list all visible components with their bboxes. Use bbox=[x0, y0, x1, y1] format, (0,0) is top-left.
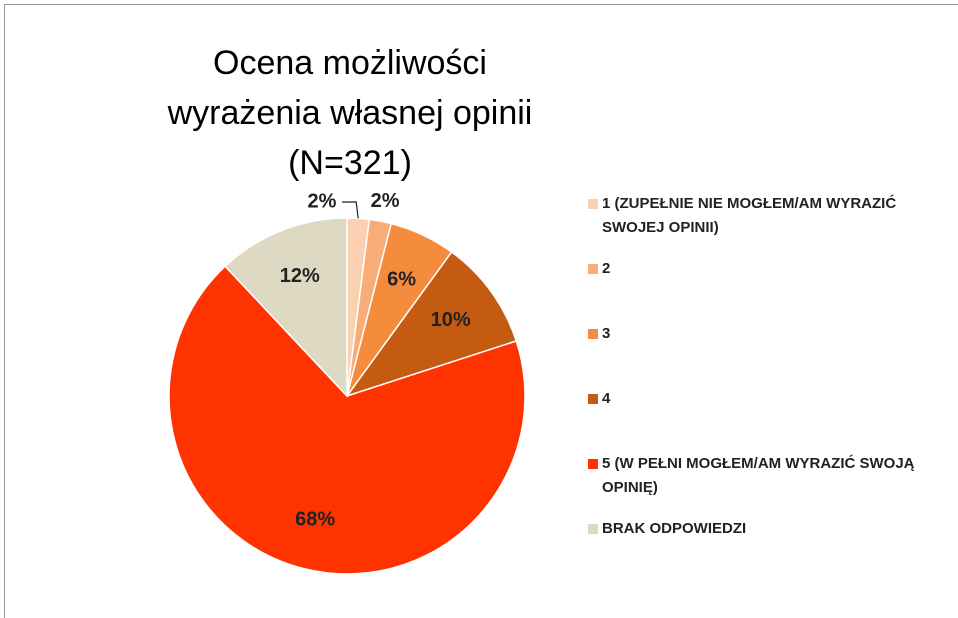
legend-item: 4 bbox=[588, 387, 942, 411]
legend-label: 2 bbox=[602, 260, 611, 277]
legend-swatch bbox=[588, 524, 598, 534]
pie-slice bbox=[168, 265, 526, 575]
data-label: 2% bbox=[371, 190, 400, 212]
data-label: 6% bbox=[387, 268, 416, 290]
data-label: 10% bbox=[431, 309, 471, 331]
legend-item: 5 (W PEŁNI MOGŁEM/AM WYRAZIĆ SWOJĄ OPINI… bbox=[588, 452, 942, 500]
legend-swatch bbox=[588, 329, 598, 339]
legend-label: 3 bbox=[602, 325, 611, 342]
chart-title: Ocena możliwości wyrażenia własnej opini… bbox=[167, 44, 533, 182]
legend-label: BRAK ODPOWIEDZI bbox=[602, 520, 747, 537]
legend-label: 5 (W PEŁNI MOGŁEM/AM WYRAZIĆ SWOJĄ OPINI… bbox=[602, 455, 915, 496]
legend-item: BRAK ODPOWIEDZI bbox=[588, 517, 942, 541]
data-label: 12% bbox=[280, 265, 320, 287]
legend-item: 2 bbox=[588, 257, 942, 281]
legend-item: 3 bbox=[588, 322, 942, 346]
legend-label: 4 bbox=[602, 390, 611, 407]
legend-label: 1 (ZUPEŁNIE NIE MOGŁEM/AM WYRAZIĆ SWOJEJ… bbox=[602, 195, 897, 236]
legend-item: 1 (ZUPEŁNIE NIE MOGŁEM/AM WYRAZIĆ SWOJEJ… bbox=[588, 192, 942, 240]
leader-line bbox=[342, 201, 359, 219]
pie-slice bbox=[345, 250, 518, 398]
legend-swatch bbox=[588, 459, 598, 469]
legend-swatch bbox=[588, 394, 598, 404]
data-label: 2% bbox=[308, 190, 337, 212]
data-label: 68% bbox=[295, 508, 335, 530]
legend-swatch bbox=[588, 264, 598, 274]
pie-slice bbox=[224, 217, 348, 398]
frame bbox=[4, 4, 958, 618]
legend-swatch bbox=[588, 199, 598, 209]
